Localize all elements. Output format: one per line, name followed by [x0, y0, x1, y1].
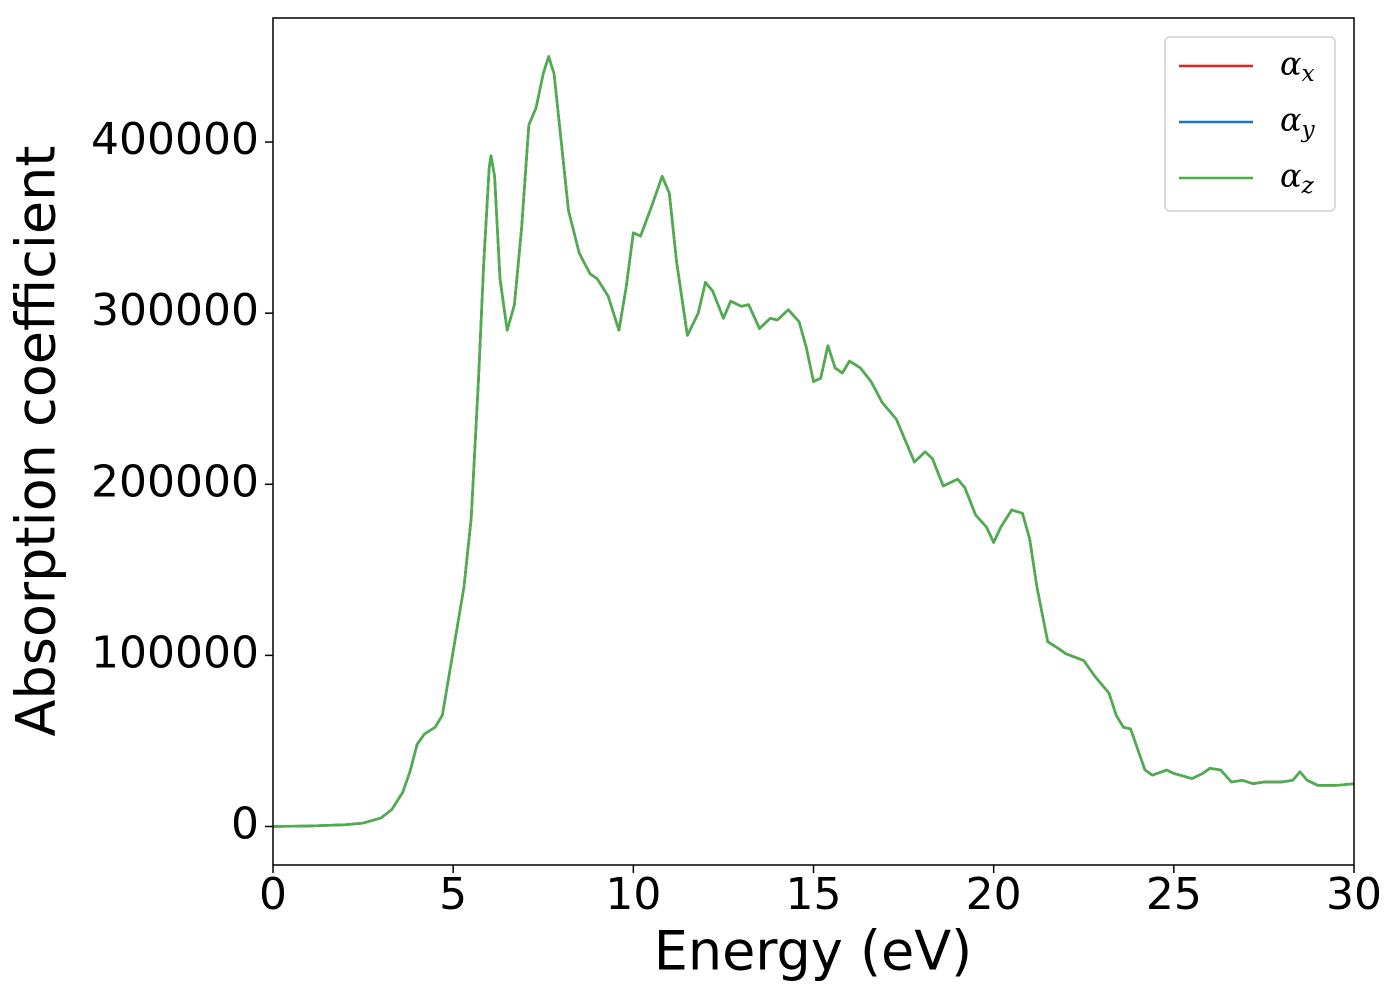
y-tick-label: 300000 [91, 285, 259, 336]
x-tick-label: 30 [1326, 869, 1382, 920]
y-tick-label: 0 [231, 799, 259, 850]
x-tick-label: 15 [786, 869, 842, 920]
y-tick-label: 400000 [91, 114, 259, 165]
x-tick-label: 20 [966, 869, 1022, 920]
y-axis-label: Absorption coefficient [5, 146, 68, 737]
plot-frame [272, 17, 1355, 866]
y-tick-label: 100000 [91, 627, 259, 678]
legend-label: αy [1280, 101, 1316, 144]
x-tick-label: 5 [439, 869, 467, 920]
data-line [272, 55, 1355, 828]
legend-label: αx [1280, 45, 1315, 88]
x-tick-label: 0 [259, 869, 287, 920]
x-tick-label: 25 [1146, 869, 1202, 920]
y-tick-label: 200000 [91, 456, 259, 507]
legend-box [1164, 36, 1336, 212]
x-axis-label: Energy (eV) [654, 920, 973, 983]
x-tick-label: 10 [605, 869, 661, 920]
